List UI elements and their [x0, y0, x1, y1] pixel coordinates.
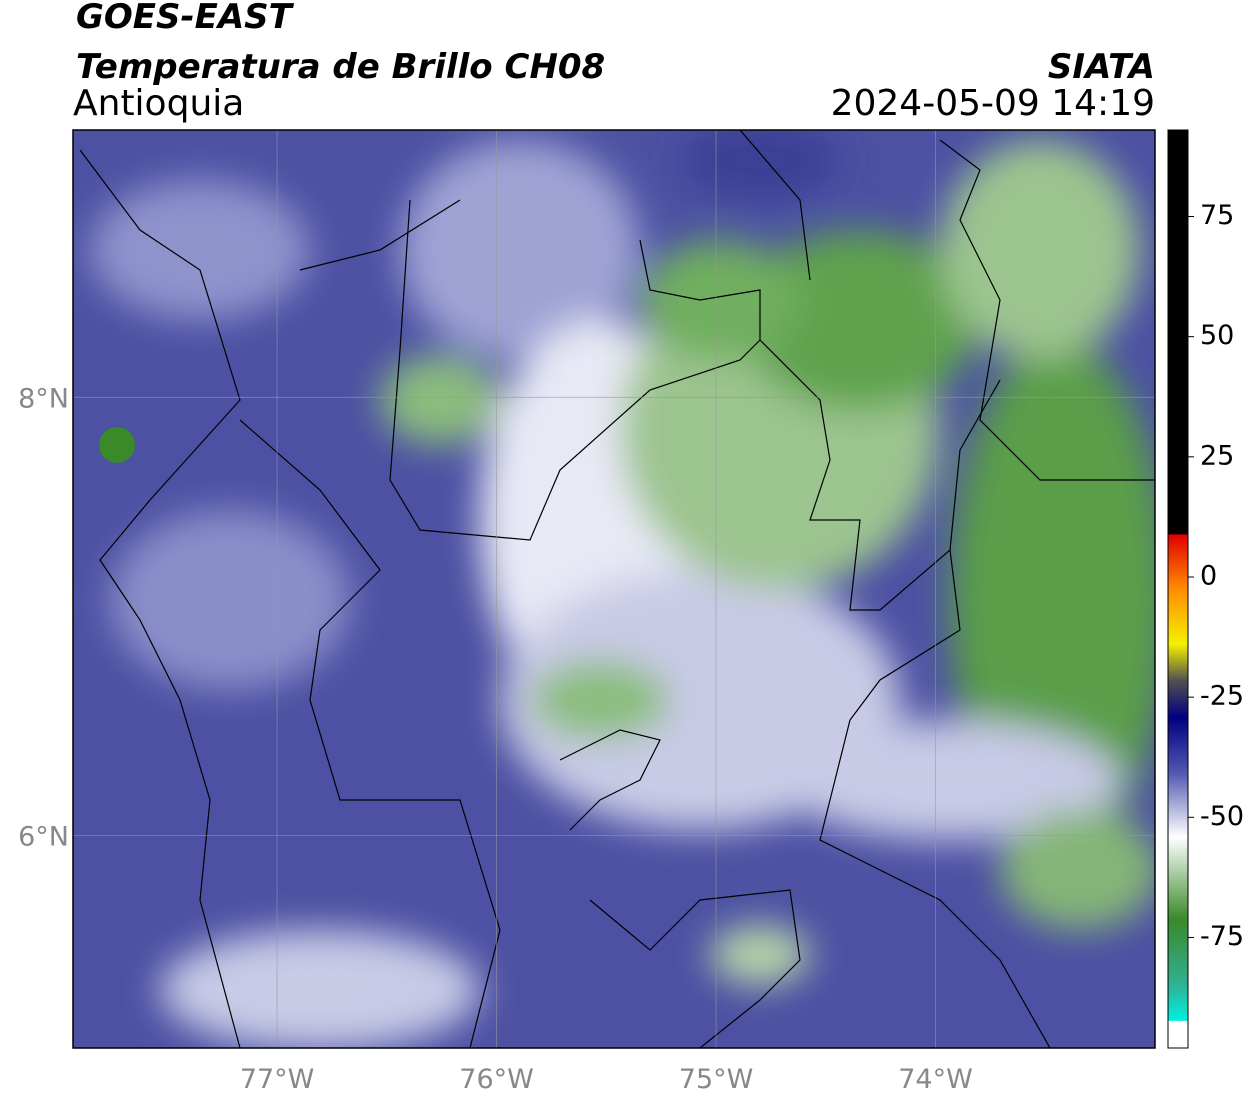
colorbar-tick-label: -75 — [1200, 921, 1244, 952]
map-image — [73, 130, 1155, 1048]
colorbar-tick-label: -25 — [1200, 681, 1244, 712]
x-tick-label: 75°W — [679, 1064, 754, 1095]
colorbar-tick-label: -50 — [1200, 801, 1244, 832]
datetime: 2024-05-09 14:19 — [831, 83, 1155, 124]
colorbar-tick-label: 75 — [1200, 200, 1234, 231]
y-tick-label: 8°N — [18, 383, 69, 414]
satellite: GOES-EAST — [76, 0, 295, 37]
product: Temperatura de Brillo CH08 — [76, 47, 605, 87]
map-frame — [72, 129, 1156, 1049]
colorbar-tick-label: 0 — [1200, 560, 1217, 591]
x-tick-label: 77°W — [240, 1064, 315, 1095]
colorbar-tick-label: 50 — [1200, 320, 1234, 351]
colorbar-tick-label: 25 — [1200, 440, 1234, 471]
region: Antioquia — [73, 83, 244, 124]
colorbar — [1167, 129, 1189, 1049]
source: SIATA — [1048, 47, 1155, 87]
y-tick-label: 6°N — [18, 821, 69, 852]
x-tick-label: 76°W — [459, 1064, 534, 1095]
x-tick-label: 74°W — [898, 1064, 973, 1095]
map-grid — [73, 130, 1155, 1048]
